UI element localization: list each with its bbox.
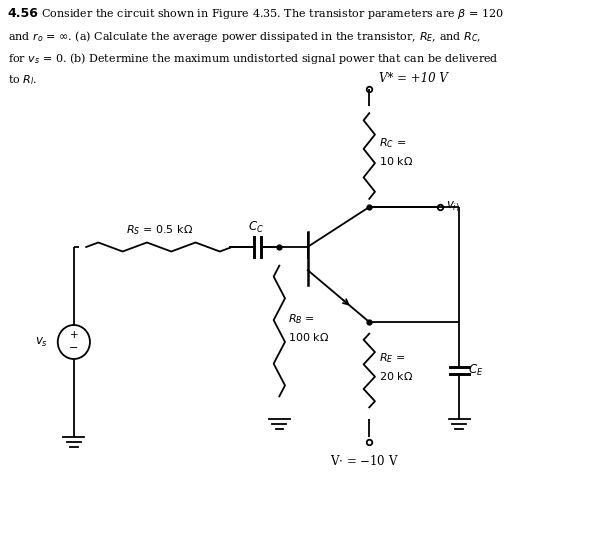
- Text: for $v_s$ = 0. (b) Determine the maximum undistorted signal power that can be de: for $v_s$ = 0. (b) Determine the maximum…: [8, 51, 498, 66]
- Text: V* = +10 V: V* = +10 V: [379, 72, 448, 85]
- Text: $C_C$: $C_C$: [248, 220, 263, 235]
- Text: $v_s$: $v_s$: [35, 335, 48, 348]
- Text: $R_B$ =
100 k$\Omega$: $R_B$ = 100 k$\Omega$: [288, 312, 329, 344]
- Text: +: +: [70, 330, 78, 340]
- Text: to $R_l$.: to $R_l$.: [8, 73, 37, 87]
- Text: $R_S$ = 0.5 k$\Omega$: $R_S$ = 0.5 k$\Omega$: [125, 223, 193, 237]
- Text: Consider the circuit shown in Figure 4.35. The transistor parameters are $\beta$: Consider the circuit shown in Figure 4.3…: [41, 7, 503, 21]
- Text: $R_E$ =
20 k$\Omega$: $R_E$ = 20 k$\Omega$: [379, 351, 413, 382]
- Text: $v_{i)}$: $v_{i)}$: [446, 200, 460, 214]
- Text: −: −: [69, 344, 79, 353]
- Text: V$\cdot$ = $-$10 V: V$\cdot$ = $-$10 V: [330, 454, 399, 468]
- Text: 4.56: 4.56: [8, 7, 38, 20]
- Text: $C_E$: $C_E$: [468, 363, 483, 378]
- Text: and $r_o$ = $\infty$. (a) Calculate the average power dissipated in the transist: and $r_o$ = $\infty$. (a) Calculate the …: [8, 29, 481, 44]
- Text: $R_C$ =
10 k$\Omega$: $R_C$ = 10 k$\Omega$: [379, 137, 413, 167]
